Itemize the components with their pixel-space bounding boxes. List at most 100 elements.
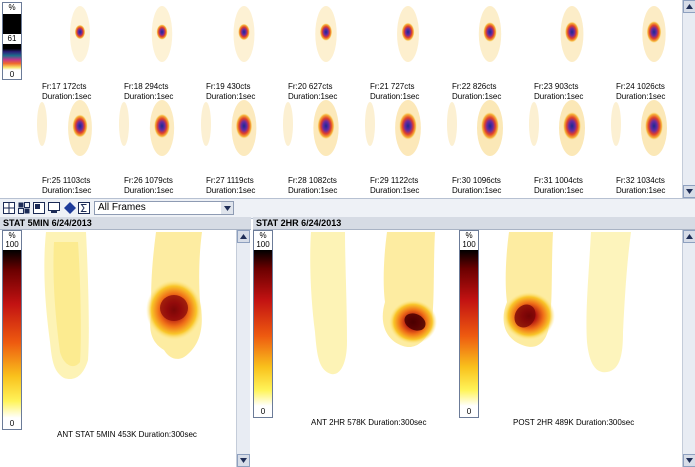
heat-color-bar <box>3 250 21 418</box>
frame-label: Fr:19 430cts <box>206 82 251 91</box>
left-scale-unit: % <box>8 231 16 240</box>
frame-thumbnail <box>151 6 173 62</box>
frame-caption: Fr:20 627cts Duration:1sec <box>288 82 368 102</box>
left-scale-max: 100 <box>5 240 19 249</box>
frames-toolbar: All Frames <box>0 198 695 219</box>
frame-caption: Fr:24 1026cts Duration:1sec <box>616 82 695 102</box>
frame-caption: Fr:18 294cts Duration:1sec <box>124 82 204 102</box>
frame-label: Fr:25 1103cts <box>42 176 91 185</box>
frames-scrollbar[interactable] <box>682 0 695 198</box>
frame-duration: Duration:1sec <box>452 92 502 101</box>
right-panel-scrollbar[interactable] <box>682 230 695 467</box>
frame-duration: Duration:1sec <box>206 92 256 101</box>
frame-thumbnail <box>478 6 502 62</box>
frame-label: Fr:29 1122cts <box>370 176 419 185</box>
left-panel-scrollbar[interactable] <box>236 230 250 467</box>
left-scroll-up-button[interactable] <box>237 230 250 243</box>
scroll-down-button[interactable] <box>683 185 695 198</box>
frame-caption: Fr:30 1096cts Duration:1sec <box>452 176 532 196</box>
right-scroll-down-button[interactable] <box>683 454 695 467</box>
frame-thumbnail <box>529 100 585 156</box>
layout-4-button[interactable] <box>47 201 61 215</box>
frame-thumbnail <box>70 6 90 62</box>
left-ant-caption: ANT STAT 5MIN 453K Duration:300sec <box>57 430 197 439</box>
frame-label: Fr:27 1119cts <box>206 176 254 185</box>
dynamic-frames-grid: Fr:17 172cts Duration:1sec Fr:18 294cts Dur… <box>22 0 680 198</box>
rainbow-color-bar-lower <box>3 44 21 70</box>
frame-duration: Duration:1sec <box>288 92 338 101</box>
frame-thumbnail <box>397 6 419 62</box>
frame-duration: Duration:1sec <box>370 92 420 101</box>
diamond-icon <box>64 202 76 214</box>
frame-label: Fr:32 1034cts <box>616 176 665 185</box>
scroll-up-button[interactable] <box>683 0 695 13</box>
right-post-image <box>503 232 631 373</box>
top-scale-mid: 61 <box>7 34 17 43</box>
grid-icon <box>3 202 15 214</box>
layout-1-button[interactable] <box>2 201 16 215</box>
tile-icon <box>18 202 30 214</box>
diamond-button[interactable] <box>63 201 77 215</box>
right-panel-title: STAT 2HR 6/24/2013 <box>253 217 695 230</box>
sum-button[interactable] <box>77 201 91 215</box>
frame-duration: Duration:1sec <box>206 186 256 195</box>
frame-duration: Duration:1sec <box>42 186 92 195</box>
frame-duration: Duration:1sec <box>534 92 584 101</box>
frame-label: Fr:17 172cts <box>42 82 87 91</box>
frames-select-dropdown[interactable] <box>221 202 233 214</box>
left-panel-title: STAT 5MIN 6/24/2013 <box>0 217 251 230</box>
frames-select-value: All Frames <box>98 202 146 213</box>
frame-caption: Fr:26 1079cts Duration:1sec <box>124 176 204 196</box>
frames-select[interactable]: All Frames <box>94 201 234 215</box>
triangle-up-icon <box>240 234 247 239</box>
frame-thumbnail <box>283 100 339 156</box>
frame-duration: Duration:1sec <box>370 186 420 195</box>
right-scale1-unit: % <box>259 231 267 240</box>
left-color-scale: % 100 0 <box>2 230 22 430</box>
right-color-scale-2: % 100 0 <box>459 230 479 418</box>
frame-duration: Duration:1sec <box>616 186 666 195</box>
frame-thumbnail <box>201 100 257 156</box>
frame-label: Fr:28 1082cts <box>288 176 337 185</box>
chevron-down-icon <box>223 205 231 211</box>
frame-caption: Fr:25 1103cts Duration:1sec <box>42 176 122 196</box>
frame-thumbnail <box>37 100 92 156</box>
sigma-icon <box>78 202 90 214</box>
frame-duration: Duration:1sec <box>288 186 338 195</box>
frame-thumbnail <box>642 6 666 62</box>
frame-duration: Duration:1sec <box>124 186 174 195</box>
frame-thumbnail <box>447 100 503 156</box>
left-scroll-down-button[interactable] <box>237 454 250 467</box>
right-ant-caption: ANT 2HR 578K Duration:300sec <box>311 418 427 427</box>
frame-caption: Fr:19 430cts Duration:1sec <box>206 82 286 102</box>
triangle-down-icon <box>686 189 693 194</box>
frame-label: Fr:24 1026cts <box>616 82 665 91</box>
right-scale1-max: 100 <box>256 240 270 249</box>
rainbow-color-bar <box>3 14 21 34</box>
frame-caption: Fr:27 1119cts Duration:1sec <box>206 176 286 196</box>
triangle-up-icon <box>686 4 693 9</box>
frame-caption: Fr:22 826cts Duration:1sec <box>452 82 532 102</box>
triangle-up-icon <box>686 234 693 239</box>
frame-label: Fr:26 1079cts <box>124 176 173 185</box>
right-scroll-up-button[interactable] <box>683 230 695 243</box>
layout-3-button[interactable] <box>32 201 46 215</box>
frames-images <box>37 6 667 156</box>
frame-caption: Fr:23 903cts Duration:1sec <box>534 82 614 102</box>
heat-color-bar-2 <box>460 250 478 406</box>
top-color-scale: % 61 0 <box>2 2 22 80</box>
right-color-scale-1: % 100 0 <box>253 230 273 418</box>
top-scale-unit: % <box>8 3 16 12</box>
right-scale1-min: 0 <box>260 407 266 416</box>
frame-caption: Fr:21 727cts Duration:1sec <box>370 82 450 102</box>
frame-label: Fr:30 1096cts <box>452 176 501 185</box>
left-ant-image <box>44 232 202 380</box>
right-post-caption: POST 2HR 489K Duration:300sec <box>513 418 635 427</box>
frame-duration: Duration:1sec <box>124 92 174 101</box>
frame-caption: Fr:28 1082cts Duration:1sec <box>288 176 368 196</box>
layout-2-button[interactable] <box>17 201 31 215</box>
heat-color-bar-1 <box>254 250 272 406</box>
frame-thumbnail <box>233 6 255 62</box>
frame-duration: Duration:1sec <box>452 186 502 195</box>
frame-label: Fr:31 1004cts <box>534 176 583 185</box>
